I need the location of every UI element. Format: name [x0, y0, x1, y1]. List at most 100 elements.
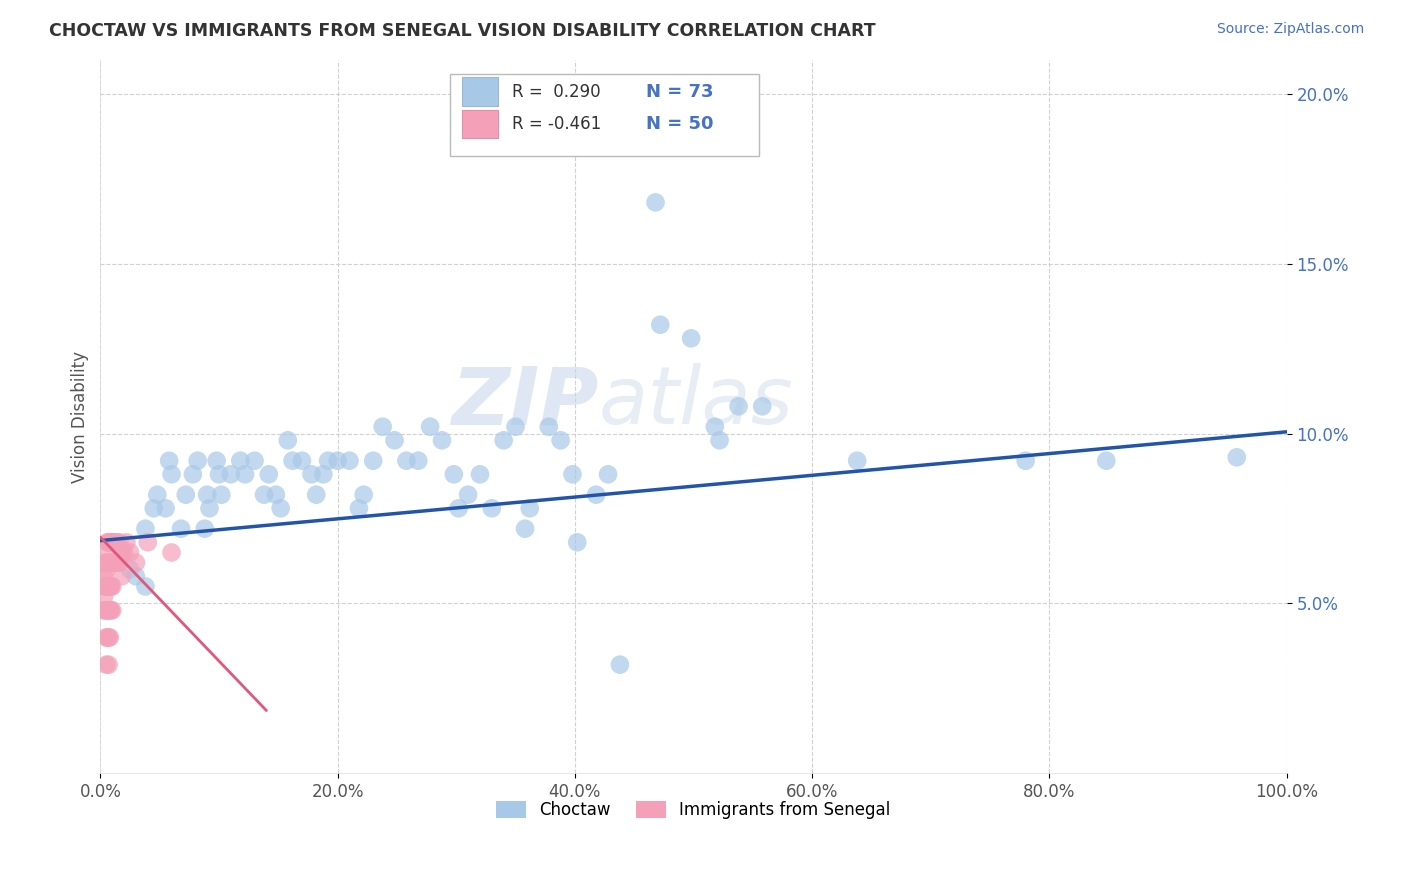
- Point: [97, 631, 120, 645]
- Point: [125, 556, 148, 570]
- Text: ZIP: ZIP: [451, 363, 599, 442]
- Point: [101, 603, 124, 617]
- Point: [103, 535, 125, 549]
- Point: [105, 556, 128, 570]
- Point: [105, 535, 128, 549]
- Point: [97, 657, 120, 672]
- Point: [100, 579, 122, 593]
- Point: [100, 535, 122, 549]
- Point: [609, 657, 631, 672]
- Point: [229, 453, 252, 467]
- Point: [111, 545, 134, 559]
- Point: [281, 453, 304, 467]
- Point: [194, 522, 217, 536]
- Point: [291, 453, 314, 467]
- Point: [125, 569, 148, 583]
- Point: [1226, 450, 1249, 465]
- Point: [505, 419, 527, 434]
- Point: [481, 501, 503, 516]
- Point: [305, 488, 328, 502]
- Point: [94, 556, 117, 570]
- Point: [100, 603, 122, 617]
- Point: [270, 501, 292, 516]
- Point: [93, 603, 115, 617]
- Point: [142, 501, 165, 516]
- Point: [118, 545, 141, 559]
- Point: [96, 579, 118, 593]
- Point: [93, 569, 115, 583]
- Point: [326, 453, 349, 467]
- Point: [160, 467, 183, 482]
- Text: N = 73: N = 73: [645, 83, 713, 101]
- Point: [703, 419, 725, 434]
- Point: [96, 631, 118, 645]
- Point: [468, 467, 491, 482]
- Point: [96, 657, 118, 672]
- Point: [96, 579, 118, 593]
- Point: [443, 467, 465, 482]
- Point: [339, 453, 361, 467]
- Point: [519, 501, 541, 516]
- Text: CHOCTAW VS IMMIGRANTS FROM SENEGAL VISION DISABILITY CORRELATION CHART: CHOCTAW VS IMMIGRANTS FROM SENEGAL VISIO…: [49, 22, 876, 40]
- Point: [97, 579, 120, 593]
- Point: [243, 453, 266, 467]
- Point: [727, 400, 749, 414]
- Point: [751, 400, 773, 414]
- Point: [644, 195, 666, 210]
- Point: [681, 331, 703, 345]
- Point: [111, 545, 134, 559]
- Point: [98, 631, 121, 645]
- Point: [96, 562, 118, 576]
- Legend: Choctaw, Immigrants from Senegal: Choctaw, Immigrants from Senegal: [489, 794, 897, 826]
- Point: [596, 467, 619, 482]
- Point: [96, 603, 118, 617]
- Point: [98, 603, 121, 617]
- Point: [361, 453, 384, 467]
- Point: [384, 434, 406, 448]
- Point: [112, 545, 135, 559]
- Point: [371, 419, 394, 434]
- Point: [585, 488, 607, 502]
- Point: [136, 535, 159, 549]
- Point: [395, 453, 418, 467]
- FancyBboxPatch shape: [450, 74, 759, 156]
- Point: [98, 579, 121, 593]
- Point: [101, 556, 124, 570]
- Text: Source: ZipAtlas.com: Source: ZipAtlas.com: [1216, 22, 1364, 37]
- Point: [198, 501, 221, 516]
- Text: N = 50: N = 50: [645, 115, 713, 133]
- Point: [108, 535, 131, 549]
- Point: [208, 467, 231, 482]
- Point: [316, 453, 339, 467]
- Point: [103, 556, 125, 570]
- Point: [97, 556, 120, 570]
- Text: atlas: atlas: [599, 363, 793, 442]
- FancyBboxPatch shape: [463, 78, 498, 106]
- Point: [181, 467, 204, 482]
- Point: [219, 467, 242, 482]
- Point: [650, 318, 672, 332]
- Point: [98, 535, 121, 549]
- Point: [253, 488, 276, 502]
- Point: [550, 434, 572, 448]
- Point: [100, 556, 122, 570]
- Point: [146, 488, 169, 502]
- Text: R = -0.461: R = -0.461: [512, 115, 602, 133]
- Point: [134, 579, 156, 593]
- Point: [160, 545, 183, 559]
- Point: [94, 603, 117, 617]
- Point: [97, 535, 120, 549]
- Point: [709, 434, 731, 448]
- Point: [492, 434, 515, 448]
- Point: [430, 434, 453, 448]
- Point: [195, 488, 218, 502]
- Point: [205, 453, 228, 467]
- Point: [108, 556, 131, 570]
- Point: [111, 569, 134, 583]
- Point: [170, 522, 193, 536]
- Point: [406, 453, 429, 467]
- Point: [157, 453, 180, 467]
- Point: [257, 467, 280, 482]
- Point: [347, 501, 370, 516]
- Point: [187, 453, 209, 467]
